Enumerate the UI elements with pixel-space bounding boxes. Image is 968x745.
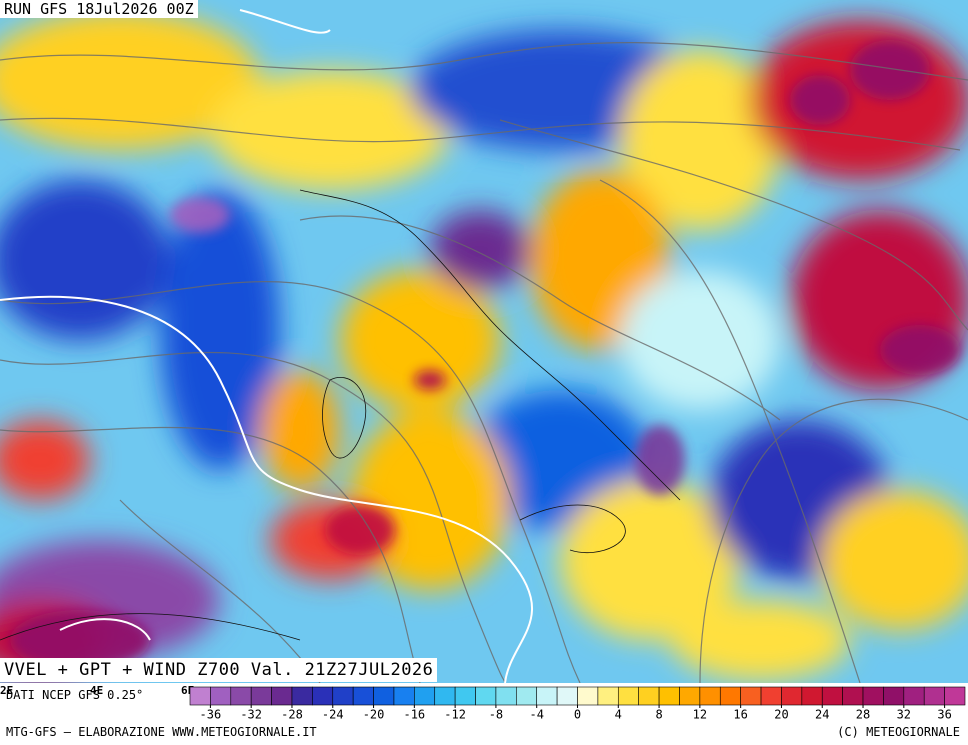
colorbar-bin: [577, 686, 599, 706]
colorbar-bin: [821, 686, 843, 706]
lon-label: 4E: [90, 684, 104, 697]
footer: 2E 4E 6E DATI NCEP GFS 0.25° -36 -32 -28 -2…: [0, 683, 968, 745]
colorbar-bin: [944, 686, 966, 706]
copyright: (C) METEOGIORNALE: [837, 725, 960, 739]
colorbar-bin: [801, 686, 823, 706]
colorbar-tick-label: -16: [403, 708, 425, 722]
colorbar-bin: [903, 686, 925, 706]
colorbar-bin: [373, 686, 395, 706]
colorbar-tick-label: 28: [856, 708, 870, 722]
colorbar-bin: [699, 686, 721, 706]
colorbar-bin: [189, 686, 211, 706]
colorbar-tick-label: 36: [937, 708, 951, 722]
colorbar-bin: [210, 686, 232, 706]
colorbar-bin: [291, 686, 313, 706]
credit: MTG-GFS – ELABORAZIONE WWW.METEOGIORNALE…: [6, 725, 317, 739]
colorbar-tick-label: -36: [200, 708, 222, 722]
colorbar-bin: [393, 686, 415, 706]
coastlines: [0, 189, 681, 641]
colorbar-bin: [352, 686, 374, 706]
colorbar-tick-label: -24: [322, 708, 344, 722]
colorbar-tick-label: 24: [815, 708, 829, 722]
field-title: VVEL + GPT + WIND Z700 Val. 21Z27JUL2026: [0, 658, 438, 682]
colorbar-bin: [923, 686, 945, 706]
colorbar-tick-label: -32: [240, 708, 262, 722]
colorbar-tick-label: 4: [615, 708, 622, 722]
colorbar-bin: [597, 686, 619, 706]
geopotential-contours: [0, 9, 533, 683]
colorbar-bin: [250, 686, 272, 706]
colorbar-bin: [719, 686, 741, 706]
colorbar-tick-label: 12: [693, 708, 707, 722]
data-source: DATI NCEP GFS 0.25°: [6, 688, 144, 702]
colorbar-tick-label: 8: [655, 708, 662, 722]
colorbar-tick-label: -20: [363, 708, 385, 722]
colorbar-tick-label: 20: [774, 708, 788, 722]
weather-map: [0, 0, 968, 683]
colorbar-bin: [556, 686, 578, 706]
colorbar-bin: [312, 686, 334, 706]
colorbar-bin: [271, 686, 293, 706]
colorbar-bin: [679, 686, 701, 706]
colorbar: -36 -32 -28 -24 -20 -16 -12 -8 -4 0 4 8 12 16 20 24 28 32…: [189, 686, 966, 722]
colorbar-tick-label: -12: [444, 708, 466, 722]
colorbar-bin: [230, 686, 252, 706]
colorbar-tick-label: 32: [897, 708, 911, 722]
colorbar-bin: [842, 686, 864, 706]
colorbar-bin: [781, 686, 803, 706]
colorbar-bin: [434, 686, 456, 706]
colorbar-bin: [454, 686, 476, 706]
colorbar-bin: [740, 686, 762, 706]
colorbar-bin: [332, 686, 354, 706]
colorbar-tick-label: -4: [529, 708, 543, 722]
colorbar-bin: [536, 686, 558, 706]
run-title: RUN GFS 18Jul2026 00Z: [0, 0, 198, 18]
colorbar-bin: [862, 686, 884, 706]
streamlines: [0, 41, 968, 683]
colorbar-tick-label: -8: [489, 708, 503, 722]
colorbar-bin: [658, 686, 680, 706]
colorbar-bin: [760, 686, 782, 706]
colorbar-bin: [475, 686, 497, 706]
colorbar-bin: [638, 686, 660, 706]
colorbar-bin: [414, 686, 436, 706]
lon-label: 2E: [0, 684, 14, 697]
colorbar-tick-label: 16: [733, 708, 747, 722]
colorbar-bin: [516, 686, 538, 706]
vvel-field: [0, 10, 968, 680]
colorbar-tick-label: -28: [281, 708, 303, 722]
colorbar-bin: [883, 686, 905, 706]
colorbar-bin: [617, 686, 639, 706]
colorbar-tick-label: 0: [574, 708, 581, 722]
colorbar-bin: [495, 686, 517, 706]
